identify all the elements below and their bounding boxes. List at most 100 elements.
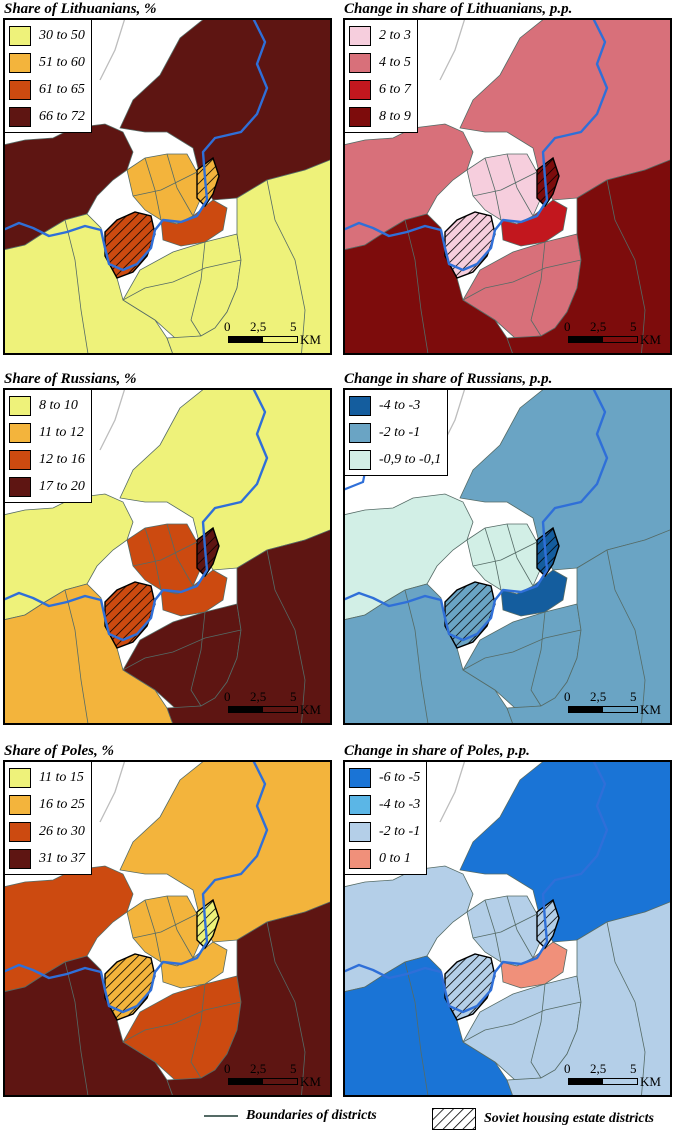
scale-tick-label: 0 — [564, 1061, 571, 1076]
legend-label: 61 to 65 — [39, 81, 85, 97]
legend-entry: 17 to 20 — [9, 475, 85, 498]
district-east — [166, 159, 330, 353]
district-east — [166, 529, 330, 723]
background-road — [99, 762, 126, 823]
panel-title: Change in share of Russians, p.p. — [344, 371, 553, 387]
river-line — [5, 762, 269, 1014]
legend-swatch — [9, 794, 31, 815]
map-legend: 11 to 15 16 to 25 26 to 30 31 to 37 — [5, 762, 92, 875]
legend-swatch — [9, 422, 31, 443]
district-boundary — [472, 913, 538, 939]
legend-label: 2 to 3 — [379, 27, 411, 43]
legend-label: -2 to -1 — [379, 823, 421, 839]
legend-entry: 30 to 50 — [9, 24, 85, 47]
legend-swatch — [9, 848, 31, 869]
legend-entry: 11 to 15 — [9, 766, 85, 789]
legend-swatch — [9, 767, 31, 788]
legend-label: 0 to 1 — [379, 850, 411, 866]
soviet-hatch-hatchB — [536, 526, 560, 578]
panel-title: Change in share of Lithuanians, p.p. — [344, 1, 573, 17]
legend-swatch — [349, 395, 371, 416]
district-center — [126, 523, 202, 595]
district-boundary — [404, 961, 429, 1095]
district-boundary — [132, 913, 198, 939]
map-legend: 8 to 10 11 to 12 12 to 16 17 to 20 — [5, 390, 92, 503]
legend-entry: 0 to 1 — [349, 847, 420, 870]
legend-label: 11 to 12 — [39, 424, 84, 440]
scale-bar: 0 2,5 5 KM — [564, 319, 666, 349]
legend-label: 66 to 72 — [39, 108, 85, 124]
legend-entry: 8 to 9 — [349, 105, 411, 128]
district-boundary — [64, 219, 89, 353]
panel-title: Share of Russians, % — [4, 371, 137, 387]
legend-label: -0,9 to -0,1 — [379, 451, 442, 467]
legend-label: -4 to -3 — [379, 397, 421, 413]
district-boundary — [122, 629, 242, 671]
soviet-legend-item: Soviet housing estate districts — [432, 1108, 654, 1130]
legend-label: -6 to -5 — [379, 769, 421, 785]
boundaries-label: Boundaries of districts — [246, 1108, 377, 1123]
district-boundary — [530, 983, 546, 1079]
map-panel-rus-change: Change in share of Russians, p.p. -4 to -… — [340, 370, 673, 725]
legend-entry: 51 to 60 — [9, 51, 85, 74]
background-road — [439, 762, 466, 823]
district-east — [506, 901, 670, 1095]
district-boundary — [166, 523, 194, 587]
district-boundary — [144, 899, 162, 963]
legend-entry: 4 to 5 — [349, 51, 411, 74]
district-boundary — [132, 171, 198, 197]
legend-swatch — [9, 79, 31, 100]
scale-bar-graphic — [568, 1078, 638, 1085]
scale-tick-label: 5 — [290, 319, 297, 334]
scale-bar: 0 2,5 5 KM — [224, 319, 326, 349]
district-boundary — [144, 157, 162, 221]
district-boundary — [506, 153, 534, 217]
river-line — [345, 20, 609, 272]
scale-bar: 0 2,5 5 KM — [564, 689, 666, 719]
choropleth-map — [345, 762, 670, 1095]
legend-entry: -0,9 to -0,1 — [349, 448, 441, 471]
legend-label: 6 to 7 — [379, 81, 411, 97]
map-footer-legend: Boundaries of districts Soviet housing e… — [0, 1104, 685, 1134]
district-boundary — [606, 921, 646, 1095]
district-boundary — [484, 899, 502, 963]
legend-swatch — [9, 449, 31, 470]
hatch-swatch — [432, 1108, 476, 1130]
legend-label: 12 to 16 — [39, 451, 85, 467]
district-boundary — [484, 157, 502, 221]
district-center — [466, 153, 542, 225]
legend-label: 51 to 60 — [39, 54, 85, 70]
legend-label: 30 to 50 — [39, 27, 85, 43]
legend-entry: 61 to 65 — [9, 78, 85, 101]
legend-label: 17 to 20 — [39, 478, 85, 494]
district-boundary — [606, 549, 646, 723]
district-boundary — [144, 527, 162, 591]
scale-unit-label: KM — [300, 332, 321, 347]
legend-entry: 26 to 30 — [9, 820, 85, 843]
scale-tick-label: 2,5 — [250, 1061, 267, 1076]
map-frame: -4 to -3 -2 to -1 -0,9 to -0,1 0 2,5 5 KM — [343, 388, 672, 725]
legend-entry: -2 to -1 — [349, 820, 420, 843]
district-boundary — [266, 549, 306, 723]
boundaries-legend-item: Boundaries of districts — [204, 1108, 377, 1124]
river-line — [345, 762, 609, 1014]
scale-tick-label: 2,5 — [250, 319, 267, 334]
soviet-label: Soviet housing estate districts — [484, 1111, 654, 1126]
legend-label: -4 to -3 — [379, 796, 421, 812]
map-frame: 11 to 15 16 to 25 26 to 30 31 to 37 0 2,5 5 KM — [3, 760, 332, 1097]
district-boundary — [122, 259, 242, 301]
panel-title: Change in share of Poles, p.p. — [344, 743, 530, 759]
legend-label: 8 to 9 — [379, 108, 411, 124]
legend-swatch — [9, 52, 31, 73]
scale-bar-graphic — [568, 336, 638, 343]
map-legend: 30 to 50 51 to 60 61 to 65 66 to 72 — [5, 20, 92, 133]
district-boundary — [64, 589, 89, 723]
legend-swatch — [9, 476, 31, 497]
scale-unit-label: KM — [640, 702, 661, 717]
scale-unit-label: KM — [300, 702, 321, 717]
scale-bar-graphic — [228, 336, 298, 343]
choropleth-map — [345, 390, 670, 723]
choropleth-map — [5, 20, 330, 353]
district-boundary — [404, 589, 429, 723]
map-frame: 2 to 3 4 to 5 6 to 7 8 to 9 0 2,5 5 KM — [343, 18, 672, 355]
